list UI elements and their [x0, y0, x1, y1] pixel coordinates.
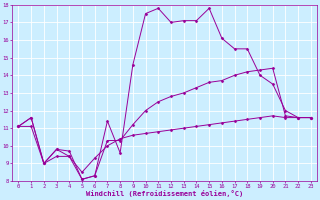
X-axis label: Windchill (Refroidissement éolien,°C): Windchill (Refroidissement éolien,°C): [86, 190, 243, 197]
